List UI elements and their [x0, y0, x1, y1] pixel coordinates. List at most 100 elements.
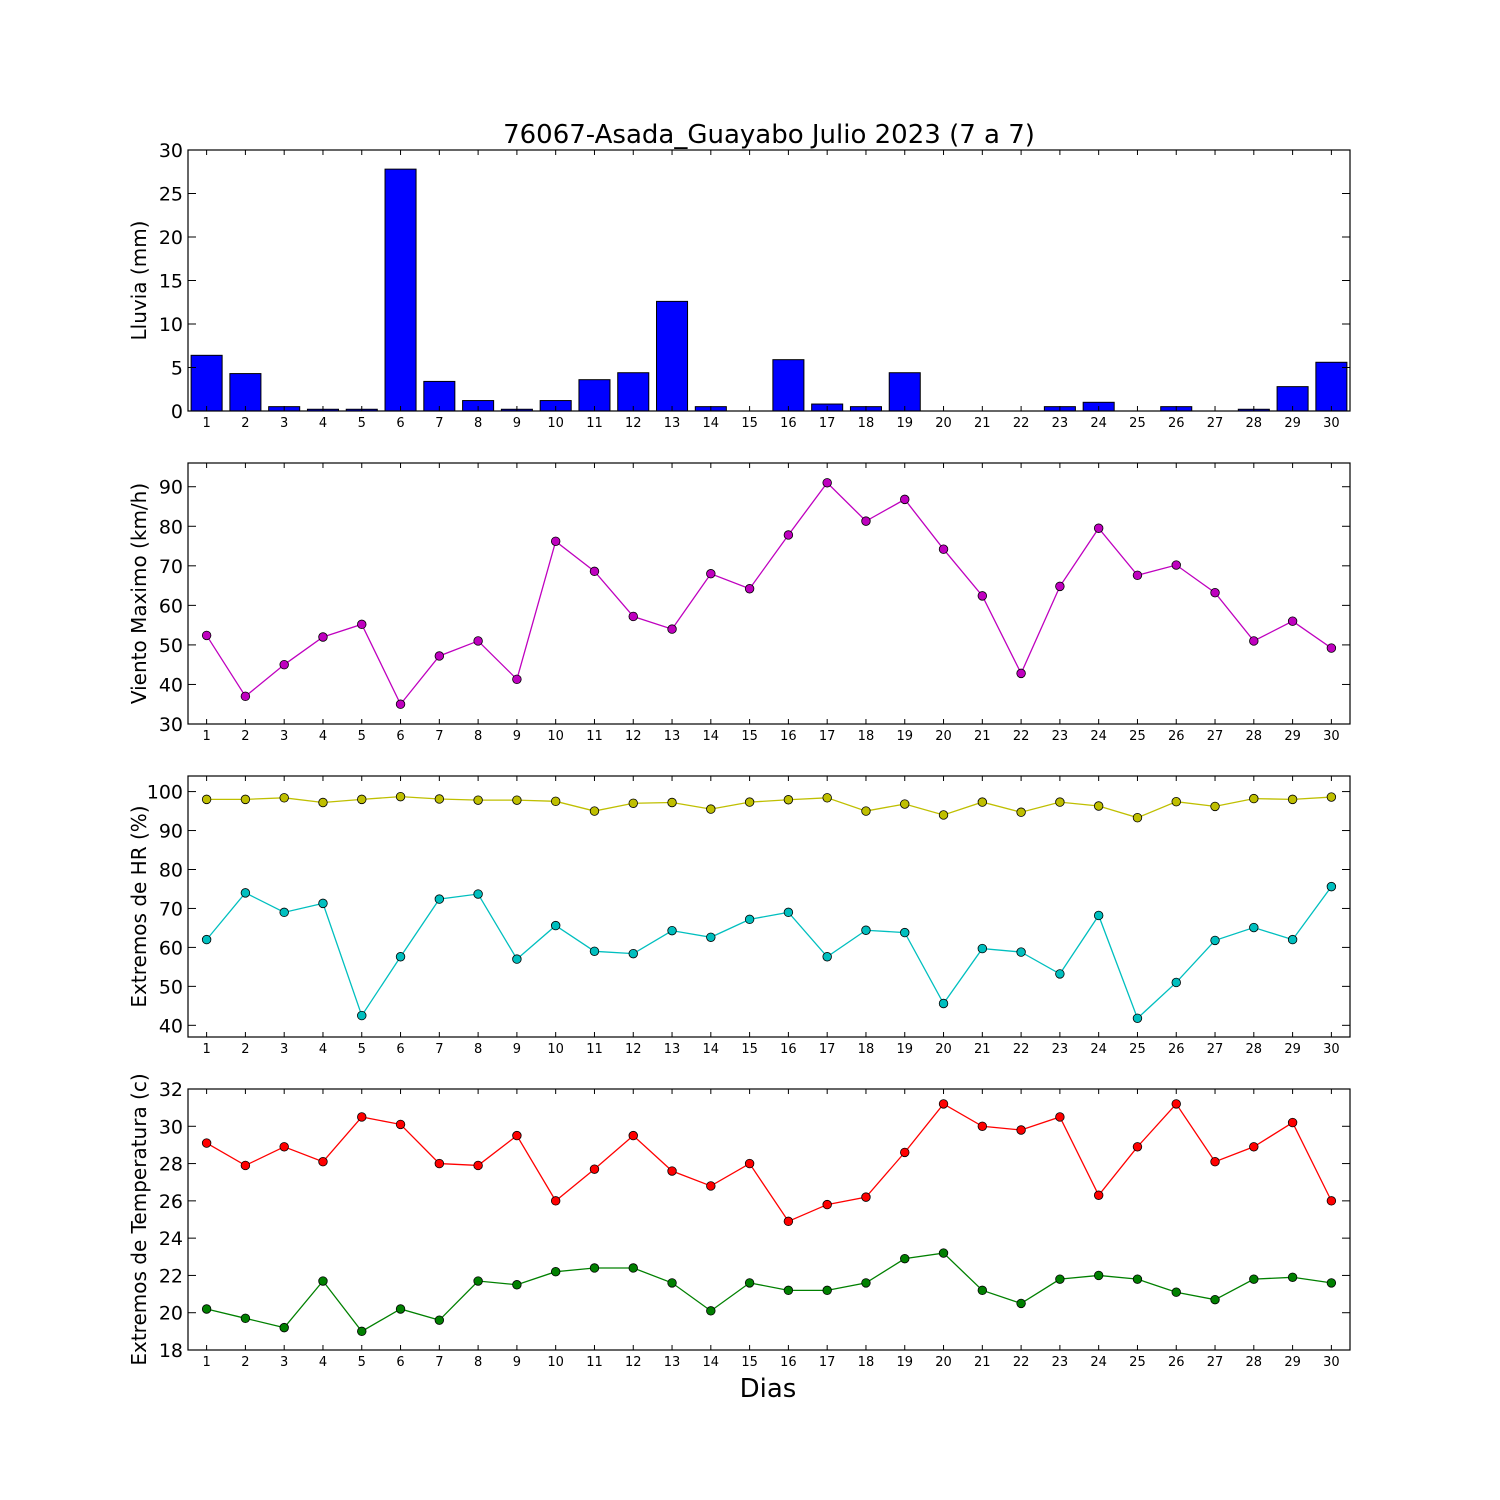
point-temp-1-11 [589, 1263, 600, 1273]
axes-frame-lluvia [187, 149, 1351, 412]
point-hr-0-10 [550, 796, 561, 807]
x-tick-label: 28 [1246, 1355, 1263, 1370]
x-tick-label: 13 [664, 1042, 681, 1057]
x-tick-label: 3 [280, 416, 288, 431]
y-tick-label: 30 [159, 714, 183, 736]
point-viento-0-11 [589, 566, 600, 577]
point-temp-1-4 [318, 1276, 328, 1286]
y-tick-label: 50 [159, 635, 183, 657]
point-hr-0-1 [201, 794, 212, 805]
x-tick-label: 20 [935, 416, 952, 431]
point-temp-0-26 [1171, 1099, 1181, 1109]
x-tick-label: 18 [858, 416, 875, 431]
point-hr-1-19 [900, 927, 910, 938]
bar-lluvia-12 [617, 372, 650, 412]
point-temp-0-16 [783, 1216, 794, 1227]
x-tick-label: 17 [819, 1355, 836, 1370]
y-tick-label: 80 [159, 516, 183, 538]
figure-title: 76067-Asada_Guayabo Julio 2023 (7 a 7) [503, 120, 1035, 150]
bar-lluvia-13 [656, 300, 689, 412]
x-tick-label: 1 [202, 1042, 210, 1057]
point-viento-0-13 [667, 624, 677, 634]
x-tick-label: 25 [1129, 416, 1146, 431]
x-tick-label: 6 [396, 729, 404, 744]
point-temp-1-9 [512, 1280, 522, 1290]
point-hr-0-17 [822, 793, 832, 803]
x-tick-label: 20 [935, 1042, 952, 1057]
point-hr-1-9 [512, 954, 522, 964]
x-tick-label: 17 [819, 729, 836, 744]
bar-lluvia-19 [888, 372, 921, 412]
x-tick-label: 29 [1284, 1355, 1301, 1370]
point-hr-0-20 [938, 810, 949, 820]
x-tick-label: 1 [202, 729, 210, 744]
point-viento-0-3 [279, 659, 289, 670]
point-viento-0-15 [744, 584, 755, 594]
point-hr-1-24 [1093, 910, 1104, 921]
y-tick-label: 40 [159, 1015, 183, 1037]
point-hr-1-27 [1210, 935, 1220, 946]
point-temp-0-15 [744, 1158, 755, 1169]
point-hr-1-2 [240, 888, 251, 898]
x-tick-label: 24 [1090, 729, 1107, 744]
point-temp-1-27 [1210, 1294, 1220, 1305]
point-hr-0-26 [1171, 797, 1181, 807]
point-hr-1-6 [395, 952, 406, 962]
point-hr-1-5 [357, 1010, 367, 1021]
x-tick-label: 17 [819, 416, 836, 431]
point-temp-0-18 [861, 1192, 871, 1202]
point-viento-0-10 [550, 536, 561, 547]
point-temp-0-17 [822, 1199, 832, 1210]
point-hr-1-30 [1326, 881, 1337, 892]
point-temp-1-19 [900, 1253, 910, 1264]
point-viento-0-1 [201, 630, 212, 641]
x-tick-label: 8 [474, 729, 482, 744]
x-tick-label: 30 [1323, 1355, 1340, 1370]
point-viento-0-9 [512, 674, 522, 685]
point-viento-0-26 [1171, 560, 1181, 570]
point-viento-0-30 [1326, 643, 1337, 653]
point-hr-1-12 [628, 948, 638, 959]
x-tick-label: 18 [858, 729, 875, 744]
y-tick-label: 22 [159, 1265, 183, 1287]
x-tick-label: 10 [547, 416, 564, 431]
panel-lluvia: 1 2 3 4 5 6 7 8 9 10 11 12 13 14 15 16 17 18 19 20 21 22 23 24 2… [127, 140, 1351, 431]
x-tick-label: 15 [741, 416, 758, 431]
x-tick-label: 25 [1129, 1042, 1146, 1057]
y-tick-label: 28 [159, 1154, 183, 1176]
x-tick-label: 30 [1323, 416, 1340, 431]
x-tick-label: 11 [586, 1355, 603, 1370]
x-tick-label: 13 [664, 1355, 681, 1370]
point-hr-1-23 [1055, 969, 1065, 979]
point-temp-1-24 [1093, 1270, 1104, 1281]
point-hr-0-23 [1055, 797, 1065, 807]
point-temp-0-23 [1055, 1112, 1065, 1122]
y-tick-label: 5 [171, 358, 183, 380]
point-temp-0-28 [1249, 1142, 1259, 1152]
x-tick-label: 19 [896, 1042, 913, 1057]
point-hr-1-28 [1249, 922, 1259, 933]
bar-lluvia-1 [190, 354, 223, 412]
point-viento-0-20 [938, 544, 949, 554]
x-tick-label: 12 [625, 1355, 642, 1370]
x-tick-label: 4 [319, 1042, 327, 1057]
x-tick-label: 1 [202, 1355, 210, 1370]
y-tick-label: 10 [159, 314, 183, 336]
point-viento-0-25 [1132, 570, 1143, 581]
point-viento-0-18 [861, 516, 871, 526]
x-tick-label: 26 [1168, 1042, 1185, 1057]
x-tick-label: 5 [358, 1042, 366, 1057]
bar-lluvia-30 [1315, 361, 1348, 412]
x-tick-label: 27 [1207, 1042, 1224, 1057]
series-line-viento-0 [206, 481, 1332, 706]
x-tick-label: 29 [1284, 1042, 1301, 1057]
x-tick-label: 23 [1052, 729, 1069, 744]
x-tick-label: 21 [974, 416, 991, 431]
series-line-temp-1 [206, 1252, 1332, 1333]
point-hr-0-9 [512, 795, 522, 805]
point-temp-1-12 [628, 1263, 638, 1273]
point-hr-1-25 [1132, 1013, 1143, 1024]
point-temp-1-7 [434, 1315, 445, 1325]
x-tick-label: 21 [974, 729, 991, 744]
x-tick-label: 15 [741, 729, 758, 744]
